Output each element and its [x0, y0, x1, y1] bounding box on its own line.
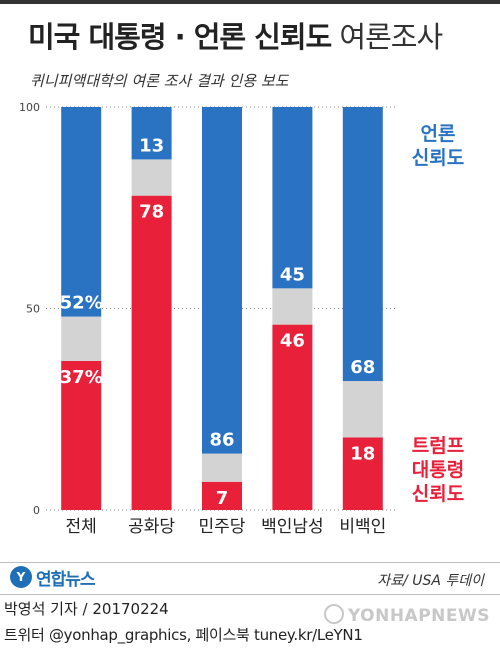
data-label-media-2: 86	[209, 430, 234, 451]
legend-trump-line-1: 대통령	[412, 459, 464, 481]
logo-text: 연합뉴스	[36, 569, 96, 590]
title-bold: 미국 대통령 · 언론 신뢰도	[28, 20, 332, 54]
bar-0-seg-2	[61, 107, 102, 317]
stacked-bar-chart: 0 50 100 37% 52% 전체 78 13 공화당 7 86 민주당 46 45 백인남성 18 68 비…	[19, 101, 464, 537]
page-title: 미국 대통령 · 언론 신뢰도 여론조사	[28, 14, 443, 56]
source-note: 자료/ USA 투데이	[377, 573, 484, 589]
title-bar: 미국 대통령 · 언론 신뢰도 여론조사	[0, 0, 500, 62]
bar-1-seg-0	[131, 195, 172, 510]
category-label-4: 비백인	[339, 517, 386, 537]
bar-3-seg-0	[272, 324, 313, 510]
top-rule	[0, 0, 500, 4]
bar-2-seg-0	[202, 481, 242, 510]
bar-1-seg-2	[131, 107, 172, 160]
footer-divider-2	[0, 594, 500, 595]
watermark-icon	[323, 604, 344, 624]
title-light: 여론조사	[331, 20, 443, 54]
data-label-trump-1: 78	[139, 202, 164, 223]
bar-3-seg-1	[272, 288, 313, 325]
y-tick-100: 100	[19, 101, 40, 114]
bar-4-seg-2	[342, 107, 383, 382]
legend-trump-line-2: 신뢰도	[412, 483, 464, 505]
data-label-trump-2: 7	[216, 488, 229, 509]
bar-0-seg-1	[61, 316, 102, 361]
data-label-media-3: 45	[280, 264, 305, 285]
yonhap-logo-icon: Y	[10, 566, 32, 588]
bar-2-seg-2	[202, 107, 242, 454]
legend-media-line-1: 신뢰도	[412, 147, 464, 169]
legend-media-line-0: 언론	[421, 123, 456, 145]
subtitle: 퀴니피액대학의 여론 조사 결과 인용 보도	[30, 72, 289, 90]
y-tick-50: 50	[26, 303, 40, 316]
watermark: YONHAPNEWS	[323, 604, 490, 626]
legend-trump-line-0: 트럼프	[412, 435, 464, 457]
watermark-text: YONHAPNEWS	[347, 606, 490, 626]
yonhap-logo: Y 연합뉴스	[10, 565, 96, 590]
data-label-media-0: 52%	[60, 293, 103, 314]
data-label-trump-0: 37%	[60, 367, 103, 388]
y-tick-0: 0	[33, 504, 40, 517]
bar-3-seg-2	[272, 107, 313, 289]
data-label-trump-4: 18	[350, 443, 375, 464]
bar-0-seg-0	[61, 360, 102, 510]
category-label-1: 공화당	[128, 517, 175, 537]
data-label-media-1: 13	[139, 135, 164, 156]
reporter-credit: 박영석 기자 / 20170224	[4, 600, 169, 618]
category-label-3: 백인남성	[261, 517, 324, 537]
bar-1-seg-1	[131, 159, 172, 196]
social-credit: 트위터 @yonhap_graphics, 페이스북 tuney.kr/LeYN…	[4, 626, 363, 644]
bar-4-seg-1	[342, 381, 383, 438]
footer-divider	[0, 562, 500, 563]
data-label-trump-3: 46	[280, 331, 305, 352]
category-label-0: 전체	[66, 517, 97, 537]
bar-2-seg-1	[202, 453, 242, 482]
category-label-2: 민주당	[199, 517, 246, 537]
data-label-media-4: 68	[350, 357, 375, 378]
bar-4-seg-0	[342, 437, 383, 510]
